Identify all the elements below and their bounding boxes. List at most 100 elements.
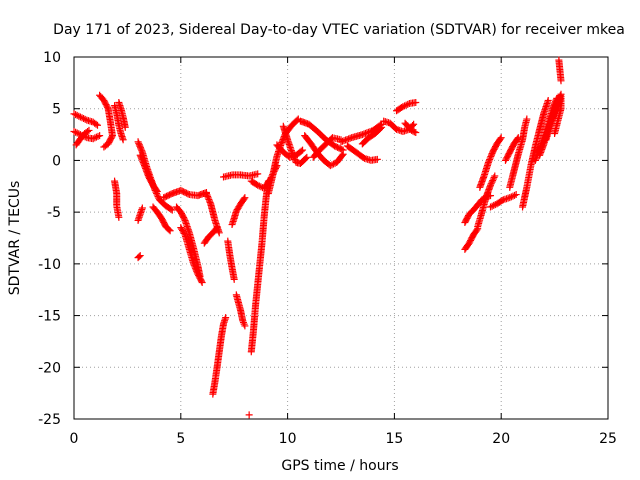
data-series-segment — [111, 102, 127, 144]
data-point-plus — [489, 175, 497, 183]
data-point-plus — [191, 263, 199, 271]
data-series-segment — [551, 94, 565, 138]
data-point-plus — [167, 205, 175, 213]
data-point-plus — [165, 226, 173, 234]
data-point-plus — [205, 195, 213, 203]
data-point-plus — [278, 138, 286, 146]
data-point-plus — [338, 151, 346, 159]
data-point-plus — [239, 317, 247, 325]
data-point-plus — [197, 277, 205, 285]
data-point-plus — [544, 96, 552, 104]
data-point-plus — [485, 157, 493, 165]
data-point-plus — [487, 181, 495, 189]
data-point-plus — [487, 203, 495, 211]
data-point-plus — [488, 202, 496, 210]
data-series-segment — [134, 252, 144, 262]
data-point-plus — [139, 159, 147, 167]
data-point-plus — [486, 156, 494, 164]
data-point-plus — [100, 143, 108, 151]
data-point-plus — [412, 129, 420, 137]
data-point-plus — [410, 120, 418, 128]
data-series-segment — [279, 122, 311, 168]
data-series-segment — [202, 190, 223, 237]
data-series-segment — [296, 117, 347, 154]
data-point-plus — [240, 195, 248, 203]
y-tick-label: 10 — [43, 50, 61, 66]
data-point-plus — [180, 229, 188, 237]
data-series-segment — [160, 186, 210, 202]
data-point-plus — [491, 172, 499, 180]
y-tick-label: -25 — [38, 412, 61, 428]
data-point-plus — [410, 128, 418, 136]
data-point-plus — [222, 314, 230, 322]
chart-title: Day 171 of 2023, Sidereal Day-to-day VTE… — [53, 22, 625, 38]
data-series-segment — [245, 411, 253, 419]
data-point-plus — [511, 191, 519, 199]
data-point-plus — [135, 139, 143, 147]
data-point-plus — [486, 154, 494, 162]
data-point-plus — [206, 198, 214, 206]
data-series-segment — [343, 142, 381, 164]
data-point-plus — [412, 99, 420, 107]
data-point-plus — [72, 128, 80, 136]
data-point-plus — [254, 170, 262, 178]
data-point-plus — [489, 177, 497, 185]
y-tick-label: 5 — [52, 102, 61, 118]
data-series-segment — [111, 177, 123, 221]
data-point-plus — [152, 186, 160, 194]
data-point-plus — [404, 100, 412, 108]
data-point-plus — [402, 101, 410, 109]
data-point-plus — [230, 275, 238, 283]
data-point-plus — [73, 111, 81, 119]
data-point-plus — [490, 173, 498, 181]
x-tick-label: 25 — [599, 431, 617, 447]
data-point-plus — [338, 145, 346, 153]
data-point-plus — [89, 135, 97, 143]
y-axis-label: SDTVAR / TECUs — [7, 181, 23, 296]
data-series-segment — [476, 134, 505, 191]
data-points — [70, 56, 565, 419]
data-point-plus — [507, 193, 515, 201]
data-series-segment — [358, 123, 386, 148]
data-series-segment — [224, 237, 238, 283]
data-point-plus — [93, 121, 101, 129]
data-point-plus — [399, 103, 407, 111]
data-point-plus — [377, 124, 385, 132]
data-point-plus — [78, 114, 86, 122]
data-point-plus — [136, 151, 144, 159]
data-point-plus — [137, 145, 145, 153]
data-series-segment — [149, 203, 174, 235]
data-point-plus — [487, 151, 495, 159]
data-series-segment — [487, 191, 520, 211]
x-axis-label: GPS time / hours — [281, 458, 398, 474]
y-tick-label: -10 — [38, 257, 61, 273]
data-point-plus — [115, 213, 123, 221]
data-point-plus — [373, 155, 381, 163]
data-point-plus — [487, 153, 495, 161]
data-point-plus — [513, 135, 521, 143]
data-point-plus — [72, 111, 80, 119]
data-series-segment — [393, 99, 420, 115]
data-point-plus — [326, 162, 334, 170]
data-point-plus — [96, 132, 104, 140]
x-tick-label: 10 — [279, 431, 297, 447]
data-point-plus — [288, 148, 296, 156]
data-point-plus — [497, 134, 505, 142]
data-point-plus — [328, 161, 336, 169]
x-tick-label: 15 — [385, 431, 403, 447]
data-point-plus — [94, 132, 102, 140]
data-point-plus — [136, 252, 144, 260]
data-point-plus — [204, 192, 212, 200]
grid — [74, 57, 608, 419]
data-point-plus — [190, 260, 198, 268]
data-point-plus — [137, 144, 145, 152]
data-point-plus — [241, 322, 249, 330]
data-point-plus — [241, 194, 249, 202]
axis-ticks: 0 5 10 15 20 25 -25 -20 -15 -10 -5 0 5 10 — [38, 50, 617, 447]
data-point-plus — [92, 133, 100, 141]
data-point-plus — [121, 123, 129, 131]
data-point-plus — [297, 147, 305, 155]
data-series-segment — [337, 120, 386, 146]
data-point-plus — [138, 204, 146, 212]
